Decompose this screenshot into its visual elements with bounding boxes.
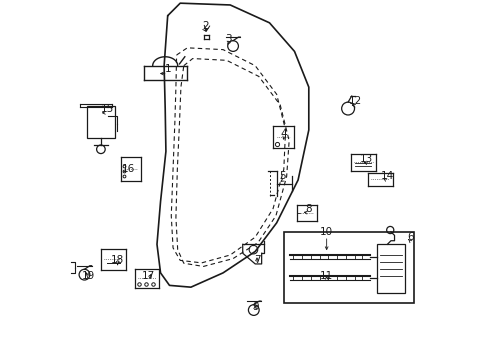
Text: 7: 7	[253, 255, 260, 265]
Text: 12: 12	[348, 96, 361, 107]
Text: 19: 19	[81, 271, 95, 282]
Text: 6: 6	[407, 232, 413, 242]
Text: 9: 9	[251, 302, 258, 312]
Text: 17: 17	[141, 271, 154, 282]
Text: 13: 13	[359, 154, 372, 163]
Text: 11: 11	[319, 271, 333, 282]
Text: 10: 10	[320, 227, 332, 237]
Text: 5: 5	[278, 171, 285, 181]
Text: 1: 1	[164, 64, 171, 74]
Text: 8: 8	[305, 203, 311, 213]
Text: 14: 14	[380, 171, 393, 181]
Text: 18: 18	[111, 255, 124, 265]
Bar	[376, 244, 405, 293]
Text: 2: 2	[202, 21, 208, 31]
Text: 15: 15	[100, 104, 113, 113]
Bar	[283, 232, 413, 303]
Bar	[86, 106, 115, 138]
Text: 3: 3	[224, 34, 231, 44]
Text: 4: 4	[280, 129, 286, 139]
Text: 16: 16	[122, 164, 135, 174]
